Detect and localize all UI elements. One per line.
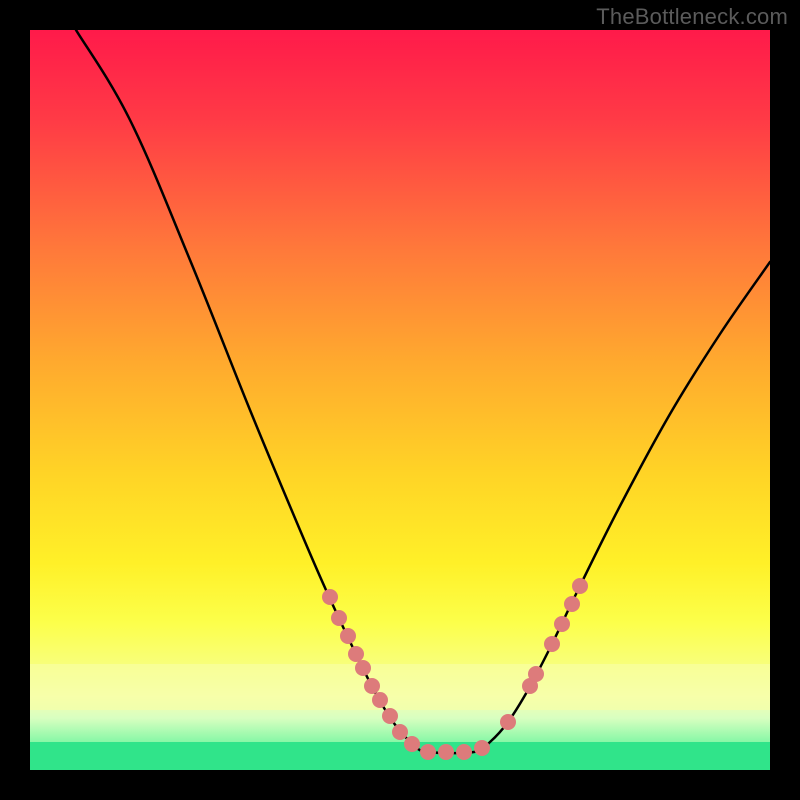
chart-marker xyxy=(456,744,472,760)
chart-marker xyxy=(372,692,388,708)
chart-marker xyxy=(382,708,398,724)
chart-marker xyxy=(348,646,364,662)
chart-marker xyxy=(340,628,356,644)
chart-marker xyxy=(500,714,516,730)
chart-marker xyxy=(572,578,588,594)
chart-marker xyxy=(528,666,544,682)
chart-marker xyxy=(420,744,436,760)
chart-marker xyxy=(392,724,408,740)
chart-marker xyxy=(404,736,420,752)
chart-outer-frame: TheBottleneck.com xyxy=(0,0,800,800)
chart-svg-layer xyxy=(30,30,770,770)
chart-marker xyxy=(438,744,454,760)
chart-marker xyxy=(331,610,347,626)
chart-marker xyxy=(364,678,380,694)
watermark-text: TheBottleneck.com xyxy=(596,4,788,30)
chart-marker xyxy=(564,596,580,612)
chart-marker xyxy=(322,589,338,605)
chart-marker xyxy=(355,660,371,676)
chart-markers-group xyxy=(322,578,588,760)
chart-v-curve xyxy=(76,30,770,753)
chart-marker xyxy=(474,740,490,756)
chart-marker xyxy=(554,616,570,632)
chart-marker xyxy=(544,636,560,652)
chart-plot-area xyxy=(30,30,770,770)
